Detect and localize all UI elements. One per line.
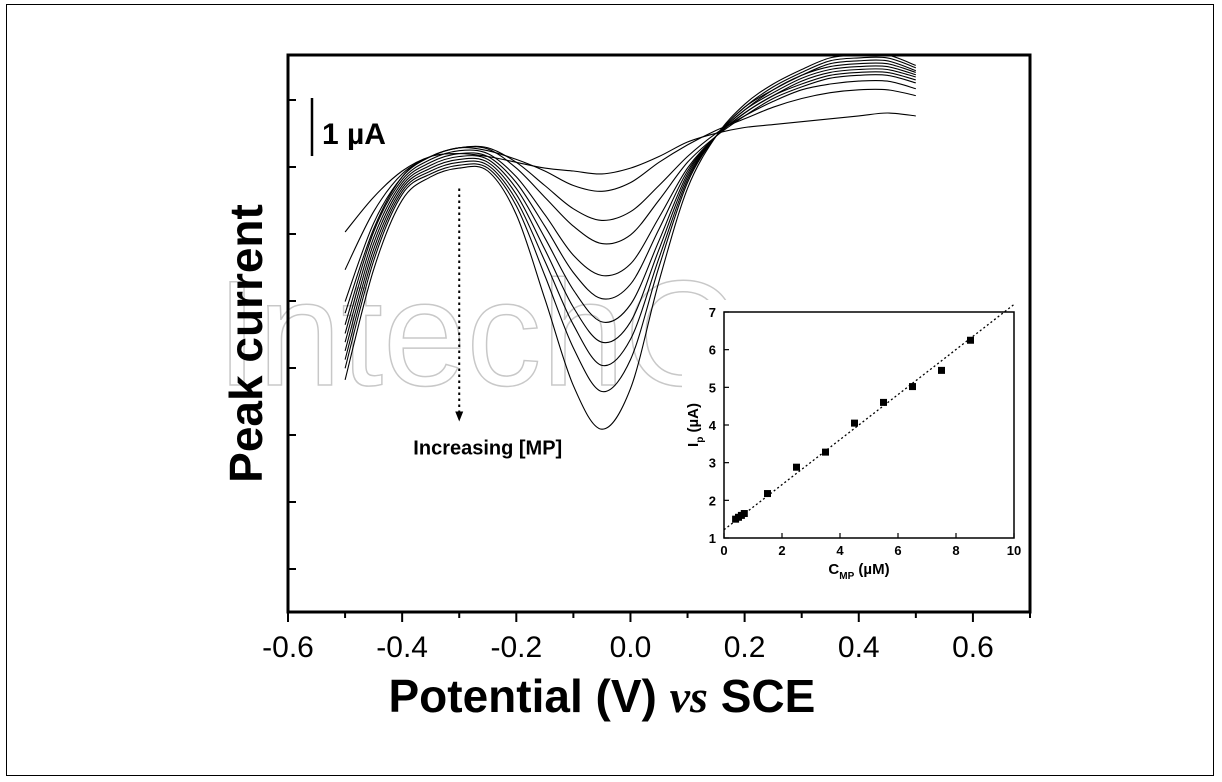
x-tick-label: 0.0: [610, 631, 652, 664]
inset-y-tick-label: 5: [709, 380, 716, 395]
main-chart: -0.6 -0.4 -0.2 0.0 0.2 0.4 0.6 1 µA Increasing…: [220, 53, 1032, 722]
x-axis-title: Potential (V) vs SCE: [389, 670, 816, 722]
voltammogram-curves: [344, 53, 916, 430]
inset-x-tick-labels: 0 2 4 6 8 10: [720, 543, 1021, 558]
inset-y-tick-label: 7: [709, 305, 716, 320]
inset-y-axis-title: Ip (µA): [685, 403, 706, 447]
inset-data-point: [764, 490, 771, 498]
inset-x-tick-label: 8: [952, 543, 959, 558]
inset-data-point: [793, 463, 800, 471]
inset-y-title-main: I: [685, 443, 702, 447]
x-axis-title-a: Potential (V): [389, 670, 670, 722]
arrow-head: [455, 411, 464, 422]
x-tick-label: -0.2: [490, 631, 542, 664]
inset-y-tick-label: 3: [709, 456, 716, 471]
inset-y-tick-label: 1: [709, 531, 716, 546]
x-tick-label: 0.2: [724, 631, 766, 664]
y-axis-title: Peak current: [220, 204, 272, 483]
linear-fit-line: [723, 303, 1015, 531]
voltammogram-curve-2: [344, 88, 916, 270]
inset-data-point: [938, 366, 945, 374]
voltammogram-curve-6: [344, 68, 916, 334]
voltammogram-curve-10: [344, 56, 916, 393]
inset-ticks: [723, 311, 1015, 539]
inset-y-tick-label: 2: [709, 493, 716, 508]
annotation-text: Increasing [MP]: [413, 438, 562, 460]
inset-y-tick-label: 6: [709, 343, 716, 358]
inset-data-point: [740, 510, 748, 518]
inset-data-point: [909, 383, 916, 391]
inset-x-title-main: C: [828, 561, 839, 578]
inset-data-point: [967, 336, 974, 344]
main-ticks: [287, 99, 1031, 622]
inset-x-tick-label: 0: [720, 543, 727, 558]
voltammogram-curve-11: [344, 53, 916, 430]
inset-x-tick-label: 6: [894, 543, 901, 558]
inset-data-point: [880, 398, 887, 406]
voltammogram-curve-1: [344, 112, 916, 233]
inset-y-tick-labels: 1 2 3 4 5 6 7: [709, 305, 717, 546]
inset-data-point: [822, 448, 829, 456]
inset-y-title-sub: p: [695, 437, 706, 443]
x-axis-title-b: SCE: [708, 670, 815, 722]
inset-x-axis-title: CMP (µM): [828, 561, 889, 582]
main-plot-frame: [286, 53, 1032, 614]
inset-x-tick-label: 4: [836, 543, 844, 558]
x-tick-label: -0.6: [262, 631, 314, 664]
inset-y-tick-label: 4: [709, 418, 717, 433]
inset-x-title-sub: MP: [839, 571, 854, 582]
inset-data-points: [732, 336, 974, 523]
x-tick-label: 0.4: [838, 631, 880, 664]
voltammogram-curve-5: [344, 71, 916, 325]
inset-data-point: [851, 419, 858, 427]
voltammogram-curve-8: [344, 62, 916, 352]
x-tick-label: -0.4: [376, 631, 428, 664]
scale-bar-label: 1 µA: [322, 118, 386, 151]
inset-x-tick-label: 2: [778, 543, 785, 558]
figure-frame: [6, 4, 1214, 776]
voltammogram-curve-4: [344, 74, 916, 314]
x-tick-labels: -0.6 -0.4 -0.2 0.0 0.2 0.4 0.6: [262, 631, 994, 664]
inset-y-title-unit: (µA): [685, 403, 702, 437]
voltammogram-curve-9: [344, 59, 916, 367]
x-tick-label: 0.6: [952, 631, 994, 664]
voltammogram-curve-7: [344, 65, 916, 343]
x-axis-title-vs: vs: [670, 671, 708, 722]
inset-x-title-unit: (µM): [854, 561, 889, 578]
inset-background: [682, 300, 1022, 600]
inset-x-tick-label: 10: [1007, 543, 1021, 558]
